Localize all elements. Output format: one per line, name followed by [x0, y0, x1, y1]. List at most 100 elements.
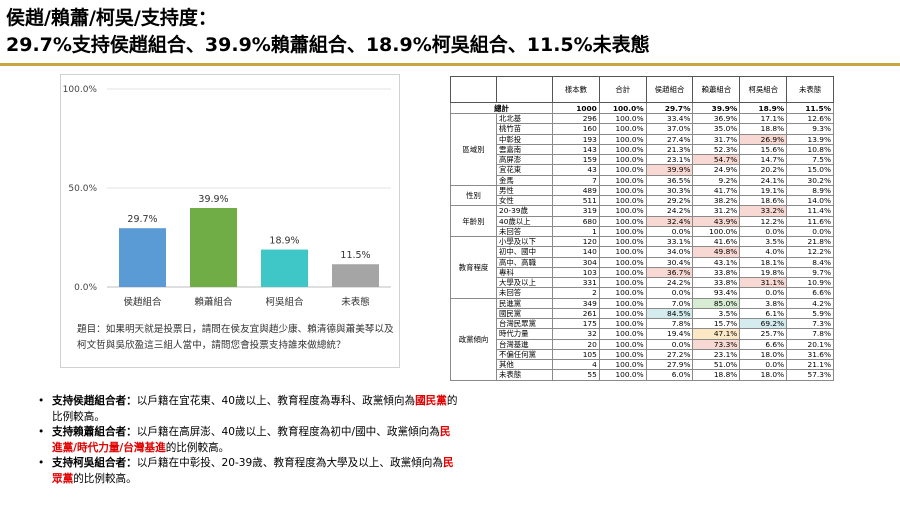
- bar: [261, 249, 308, 287]
- table-cell: 20.1%: [786, 338, 834, 350]
- x-tick-label: 侯趙組合: [123, 296, 162, 308]
- y-tick-label: 0.0%: [74, 283, 97, 293]
- table-cell: 9.3%: [786, 123, 834, 135]
- table-cell: 18.8%: [692, 369, 741, 381]
- table-cell: 489: [552, 184, 600, 197]
- table-cell: 100.0%: [598, 133, 647, 145]
- table-cell: 120: [552, 235, 600, 248]
- table-cell: 36.7%: [645, 266, 694, 279]
- table-cell: 36.5%: [645, 174, 694, 186]
- table-cell: 93.4%: [692, 287, 741, 299]
- bar-chart-panel: 0.0% 50.0% 100.0% 29.7% 侯趙組合 39.9% 賴蕭組合 18.9% 柯吳…: [60, 74, 400, 368]
- table-row: 金馬 7 100.0% 36.5% 9.2% 24.1% 30.2%: [451, 174, 834, 186]
- row-label: 40歲以上: [496, 215, 553, 227]
- table-cell: 7.8%: [786, 328, 834, 340]
- data-label: 39.9%: [198, 194, 228, 205]
- table-cell: 11.5%: [786, 102, 834, 114]
- table-cell: 7: [552, 174, 600, 186]
- table-cell: 57.3%: [786, 369, 834, 381]
- table-cell: 21.8%: [786, 235, 834, 248]
- row-label: 高中、高職: [496, 256, 553, 268]
- bar-chart: 0.0% 50.0% 100.0% 29.7% 侯趙組合 39.9% 賴蕭組合 18.9% 柯吳…: [63, 85, 391, 308]
- table-cell: 100.0%: [598, 164, 647, 176]
- table-row: 女性 511 100.0% 29.2% 38.2% 18.6% 14.0%: [451, 194, 834, 207]
- table-row-total: 總計 1000 100.0% 29.7% 39.9% 18.9% 11.5%: [450, 102, 834, 114]
- bullet-glyph: •: [38, 395, 45, 407]
- table-cell: 100.0%: [598, 276, 647, 289]
- column-header: 賴蕭組合: [692, 76, 741, 103]
- column-header: 未表態: [786, 76, 834, 103]
- y-tick-label: 50.0%: [68, 184, 97, 194]
- finding-highlight: 國民黨: [415, 395, 447, 407]
- table-cell: 15.7%: [692, 317, 741, 330]
- table-row: 未表態 55 100.0% 6.0% 18.8% 18.0% 57.3%: [451, 369, 834, 381]
- table-cell: 31.7%: [692, 133, 741, 145]
- table-cell: 0.0%: [739, 287, 788, 299]
- table-row: 雲嘉南 143 100.0% 21.3% 52.3% 15.6% 10.8%: [451, 143, 834, 156]
- title-line-1: 侯趙/賴蕭/柯吳/支持度：: [6, 7, 217, 29]
- table-cell: 0.0%: [739, 225, 788, 238]
- row-label: 20-39歲: [496, 205, 553, 217]
- header-blank: [496, 76, 553, 103]
- table-row: 高屏澎 159 100.0% 23.1% 54.7% 14.7% 7.5%: [451, 153, 834, 166]
- table-cell: 100.0%: [692, 225, 741, 238]
- row-label: 國民黨: [496, 307, 553, 320]
- table-cell: 193: [552, 133, 600, 145]
- table-cell: 49.8%: [692, 246, 741, 258]
- table-row: 宜花東 43 100.0% 39.9% 24.9% 20.2% 15.0%: [451, 164, 834, 176]
- bar: [119, 228, 166, 287]
- table-cell: 69.2%: [739, 317, 788, 330]
- x-tick-label: 賴蕭組合: [194, 296, 233, 308]
- column-header: 合計: [598, 76, 647, 103]
- table-cell: 11.6%: [786, 215, 834, 227]
- table-cell: 38.2%: [692, 194, 741, 207]
- table-row: 未回答 1 100.0% 0.0% 100.0% 0.0% 0.0%: [451, 225, 834, 238]
- table-cell: 12.6%: [786, 112, 834, 125]
- table-cell: 100.0%: [598, 205, 647, 217]
- table-cell: 331: [552, 276, 600, 289]
- row-label: 高屏澎: [496, 153, 553, 166]
- table-row: 教育程度 小學及以下 120 100.0% 33.1% 41.6% 3.5% 21.8%: [450, 235, 834, 299]
- table-cell: 33.8%: [692, 276, 741, 289]
- table-row: 時代力量 32 100.0% 19.4% 47.1% 25.7% 7.8%: [451, 328, 834, 340]
- table-cell: 6.0%: [645, 369, 694, 381]
- table-cell: 33.8%: [692, 266, 741, 279]
- table-cell: 103: [552, 266, 600, 279]
- table-cell: 100.0%: [598, 266, 647, 279]
- table-cell: 7.0%: [645, 297, 694, 309]
- x-tick-label: 柯吳組合: [265, 296, 304, 308]
- crosstab-table-panel: 樣本數 合計 侯趙組合 賴蕭組合 柯吳組合 未表態 總計 1000 100.0% 29.7% 39…: [450, 76, 834, 381]
- finding-text: 的比例較高。: [165, 441, 230, 454]
- table-cell: 8.9%: [786, 184, 834, 197]
- table-cell: 20.2%: [739, 164, 788, 176]
- table-cell: 11.4%: [786, 205, 834, 217]
- table-row: 台灣基進 20 100.0% 0.0% 73.3% 6.6% 20.1%: [451, 338, 834, 350]
- table-cell: 18.0%: [739, 369, 788, 381]
- table-cell: 5.9%: [786, 307, 834, 320]
- table-cell: 18.6%: [739, 194, 788, 207]
- row-label: 金馬: [496, 174, 553, 186]
- table-cell: 31.2%: [692, 205, 741, 217]
- table-row: 性別 男性 489 100.0% 30.3% 41.7% 19.1% 8.9%: [450, 184, 834, 207]
- crosstab-table: 樣本數 合計 侯趙組合 賴蕭組合 柯吳組合 未表態 總計 1000 100.0% 29.7% 39…: [450, 76, 834, 381]
- title-line-2: 29.7%支持侯趙組合、39.9%賴蕭組合、18.9%柯吳組合、11.5%未表態: [6, 34, 650, 56]
- table-cell: 32.4%: [645, 215, 694, 227]
- table-cell: 30.4%: [645, 256, 694, 268]
- table-header-row: 樣本數 合計 侯趙組合 賴蕭組合 柯吳組合 未表態: [450, 76, 834, 103]
- table-cell: 24.9%: [692, 164, 741, 176]
- bullet-glyph: •: [38, 426, 45, 438]
- finding-text: 以戶籍在中彰投、20-39歲、教育程度為大學及以上、政黨傾向為: [136, 457, 443, 469]
- row-label: 桃竹苗: [496, 123, 553, 135]
- table-cell: 31.6%: [786, 348, 834, 361]
- group-label: 性別: [450, 184, 497, 207]
- table-cell: 0.0%: [645, 338, 694, 350]
- table-cell: 27.9%: [645, 358, 694, 371]
- table-cell: 15.6%: [739, 143, 788, 156]
- table-cell: 43: [552, 164, 600, 176]
- table-row: 不偏任何黨 105 100.0% 27.2% 23.1% 18.0% 31.6%: [451, 348, 834, 361]
- table-cell: 32: [552, 328, 600, 340]
- group-label: 區域別: [450, 113, 497, 186]
- row-label: 台灣基進: [496, 338, 553, 350]
- table-cell: 25.7%: [739, 328, 788, 340]
- table-cell: 100.0%: [598, 225, 647, 238]
